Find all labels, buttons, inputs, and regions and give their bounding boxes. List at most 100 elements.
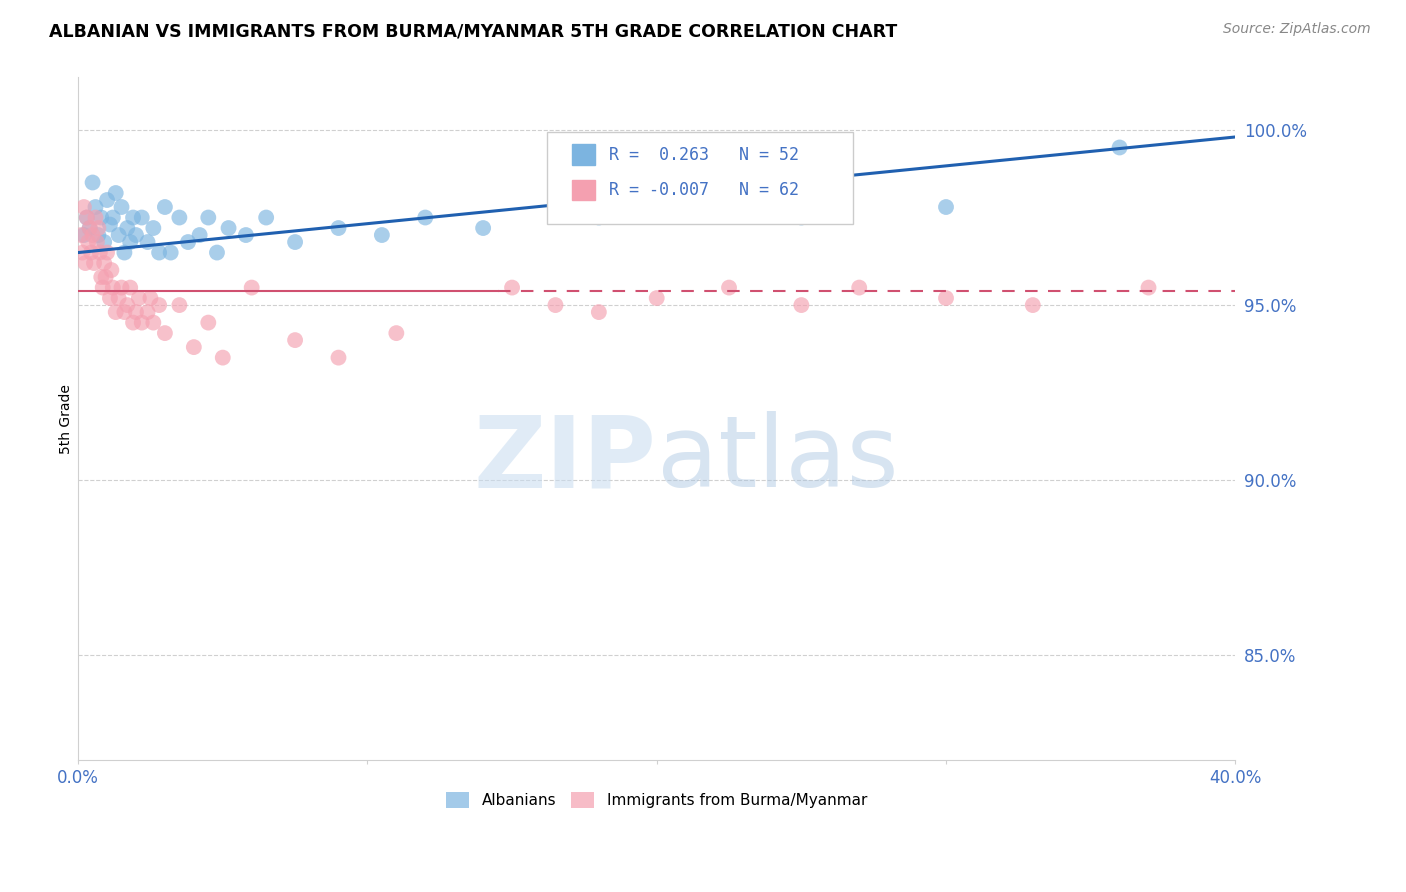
- Point: [544, 298, 567, 312]
- Point: [139, 291, 162, 305]
- Point: [98, 291, 121, 305]
- Point: [169, 211, 191, 225]
- Point: [197, 316, 219, 330]
- Point: [122, 211, 145, 225]
- Point: [76, 211, 98, 225]
- Point: [1108, 140, 1130, 154]
- Point: [790, 298, 813, 312]
- Point: [125, 228, 148, 243]
- Point: [112, 305, 135, 319]
- Point: [159, 245, 181, 260]
- Point: [101, 280, 124, 294]
- Text: atlas: atlas: [657, 411, 898, 508]
- Point: [790, 211, 813, 225]
- Point: [77, 235, 100, 249]
- Point: [240, 280, 263, 294]
- Point: [94, 270, 117, 285]
- Point: [120, 280, 142, 294]
- Point: [93, 235, 115, 249]
- Point: [107, 291, 129, 305]
- Point: [122, 316, 145, 330]
- Text: ALBANIAN VS IMMIGRANTS FROM BURMA/MYANMAR 5TH GRADE CORRELATION CHART: ALBANIAN VS IMMIGRANTS FROM BURMA/MYANMA…: [49, 22, 897, 40]
- Point: [177, 235, 200, 249]
- Point: [89, 245, 111, 260]
- Point: [101, 211, 124, 225]
- Text: R =  0.263   N = 52: R = 0.263 N = 52: [609, 145, 799, 163]
- Point: [848, 280, 870, 294]
- Point: [1022, 298, 1045, 312]
- Point: [136, 235, 159, 249]
- Point: [96, 193, 118, 207]
- Bar: [572, 179, 595, 200]
- Point: [1137, 280, 1160, 294]
- Point: [148, 245, 170, 260]
- Point: [142, 221, 165, 235]
- Point: [131, 211, 153, 225]
- Point: [73, 200, 96, 214]
- Point: [98, 218, 121, 232]
- Bar: [572, 145, 595, 165]
- Point: [73, 228, 96, 243]
- Point: [254, 211, 277, 225]
- FancyBboxPatch shape: [547, 132, 853, 224]
- Point: [93, 256, 115, 270]
- Point: [588, 211, 610, 225]
- Point: [79, 221, 101, 235]
- Point: [183, 340, 205, 354]
- Point: [70, 228, 93, 243]
- Point: [501, 280, 523, 294]
- Y-axis label: 5th Grade: 5th Grade: [59, 384, 73, 454]
- Point: [96, 245, 118, 260]
- Point: [125, 305, 148, 319]
- Point: [328, 221, 350, 235]
- Point: [188, 228, 211, 243]
- Point: [148, 298, 170, 312]
- Point: [218, 221, 240, 235]
- Point: [371, 228, 394, 243]
- Point: [142, 316, 165, 330]
- Point: [197, 211, 219, 225]
- Point: [718, 280, 741, 294]
- Point: [935, 291, 957, 305]
- Point: [131, 316, 153, 330]
- Point: [588, 305, 610, 319]
- Point: [87, 228, 110, 243]
- Point: [110, 280, 132, 294]
- Point: [84, 211, 107, 225]
- Point: [935, 200, 957, 214]
- Point: [235, 228, 257, 243]
- Point: [84, 200, 107, 214]
- Point: [153, 200, 176, 214]
- Point: [385, 326, 408, 340]
- Point: [120, 235, 142, 249]
- Point: [91, 280, 114, 294]
- Point: [75, 256, 97, 270]
- Point: [136, 305, 159, 319]
- Point: [284, 333, 307, 347]
- Point: [90, 211, 112, 225]
- Point: [117, 221, 139, 235]
- Text: R = -0.007   N = 62: R = -0.007 N = 62: [609, 181, 799, 199]
- Point: [72, 245, 94, 260]
- Point: [128, 291, 150, 305]
- Point: [104, 186, 127, 200]
- Point: [211, 351, 233, 365]
- Point: [413, 211, 436, 225]
- Legend: Albanians, Immigrants from Burma/Myanmar: Albanians, Immigrants from Burma/Myanmar: [440, 786, 873, 814]
- Point: [76, 211, 98, 225]
- Point: [284, 235, 307, 249]
- Point: [83, 256, 105, 270]
- Point: [87, 221, 110, 235]
- Point: [645, 291, 668, 305]
- Point: [472, 221, 495, 235]
- Point: [79, 221, 101, 235]
- Point: [107, 228, 129, 243]
- Point: [153, 326, 176, 340]
- Point: [169, 298, 191, 312]
- Text: ZIP: ZIP: [474, 411, 657, 508]
- Point: [205, 245, 228, 260]
- Point: [112, 245, 135, 260]
- Point: [100, 263, 122, 277]
- Point: [86, 235, 108, 249]
- Point: [82, 228, 104, 243]
